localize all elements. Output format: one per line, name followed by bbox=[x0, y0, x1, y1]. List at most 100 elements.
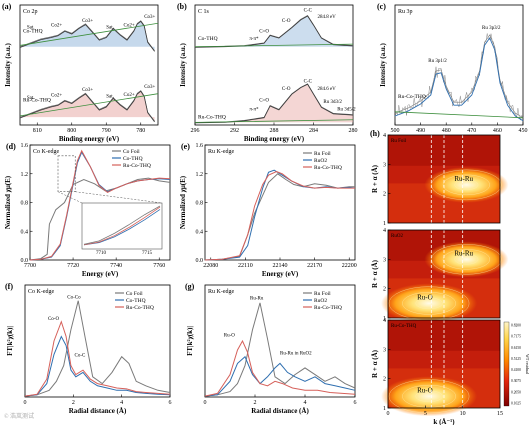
y-tick-label: 1 bbox=[383, 221, 386, 227]
x-axis-label: Radial distance (Å) bbox=[251, 407, 309, 415]
colorbar-label: WT residual bbox=[525, 354, 530, 375]
series-label: Ru-Co-THQ bbox=[198, 114, 226, 120]
series-line bbox=[29, 177, 171, 261]
x-tick-label: 280 bbox=[349, 128, 358, 134]
x-tick-label: 800 bbox=[67, 128, 76, 134]
x-tick-label: 7740 bbox=[110, 263, 122, 269]
legend-label: Co Foil bbox=[123, 149, 140, 155]
annotation: Co3+ bbox=[144, 85, 155, 90]
peak-label: Ru-Ru bbox=[454, 249, 473, 257]
annotation: Co3+ bbox=[82, 88, 93, 93]
y-axis-label: Normalized χμ(E) bbox=[179, 175, 187, 229]
annotation: Co-Co bbox=[67, 295, 81, 300]
y-tick-label: 0.8 bbox=[196, 201, 204, 207]
annotation: Co-O bbox=[48, 317, 60, 322]
legend-label: RuO2 bbox=[314, 158, 327, 164]
y-axis-label: FT|k²χ(k)| bbox=[6, 326, 14, 356]
x-axis-label: Energy (eV) bbox=[262, 270, 299, 278]
y-tick-label: 0.4 bbox=[196, 229, 204, 235]
raw-data bbox=[19, 20, 155, 51]
panel-d: 7700 7720 7740 7760 0.0 0.4 0.8 1.2 1.6 Energy (e… bbox=[4, 142, 171, 278]
annotation: Ru-O bbox=[224, 334, 236, 339]
annotation: C=O bbox=[259, 29, 269, 34]
x-tick-label: 7720 bbox=[67, 263, 79, 269]
x-tick-label: 450 bbox=[519, 128, 528, 134]
series-line bbox=[204, 339, 356, 397]
heatmap-contour bbox=[454, 254, 479, 265]
colorbar-tick: 0.5125 bbox=[511, 357, 521, 361]
series-label: Ru-Co-THQ bbox=[23, 98, 51, 104]
x-tick-label: 292 bbox=[230, 128, 239, 134]
y-tick-label: 1.2 bbox=[196, 172, 204, 178]
legend-label: Ru Foil bbox=[314, 151, 331, 157]
y-tick-label: 3 bbox=[383, 257, 386, 263]
annotation: Ru-Ru in RuO2 bbox=[280, 351, 312, 356]
x-tick-label: 6 bbox=[354, 400, 357, 406]
x-axis-label: Energy (eV) bbox=[82, 270, 119, 278]
panel-title: Ru K-edge bbox=[208, 289, 234, 295]
x-axis-label: k (Å⁻¹) bbox=[433, 418, 455, 425]
series-line bbox=[204, 302, 356, 397]
y-axis-label: Intensity (a.u.) bbox=[179, 42, 187, 86]
x-tick-label: 5 bbox=[424, 411, 427, 417]
panel-title: Co 2p bbox=[23, 9, 38, 15]
inset-tick-label: 7710 bbox=[96, 251, 107, 256]
inset-tick-label: 7715 bbox=[142, 251, 153, 256]
x-tick-label: 10 bbox=[460, 411, 466, 417]
annotation: 284.6 eV bbox=[317, 87, 336, 92]
inset-frame bbox=[81, 202, 163, 250]
y-axis-label: Intensity (a.u.) bbox=[379, 42, 387, 86]
x-tick-label: 4 bbox=[120, 400, 123, 406]
y-axis-label: R + α (Å) bbox=[371, 164, 379, 193]
annotation: Co-C bbox=[75, 354, 87, 359]
annotation: Sat. bbox=[106, 25, 114, 30]
heatmap-contour bbox=[388, 379, 470, 414]
heatmap-contour bbox=[431, 169, 502, 201]
annotation: Co2+ bbox=[124, 93, 135, 98]
y-tick-label: 1 bbox=[383, 406, 386, 412]
series-line bbox=[204, 171, 355, 261]
annotation: Ru 3p1/2 bbox=[428, 59, 447, 64]
y-axis-label: Normalized χμ(E) bbox=[4, 175, 12, 229]
legend-label: Ru-Co-THQ bbox=[123, 163, 151, 169]
peak-fill bbox=[195, 15, 353, 47]
heatmap-peak bbox=[381, 376, 478, 417]
x-tick-label: 2 bbox=[72, 400, 75, 406]
heatmap-title: Ru-Co-THQ bbox=[391, 324, 417, 329]
panel-e: 22080 22110 22140 22170 22200 0.0 0.4 0.8 1.2 1.6… bbox=[179, 142, 357, 278]
colorbar-tick: 0.2050 bbox=[511, 390, 521, 394]
colorbar bbox=[503, 321, 510, 407]
heatmap-contour bbox=[415, 390, 443, 403]
series-line bbox=[24, 300, 171, 397]
x-tick-label: 2 bbox=[254, 400, 257, 406]
x-tick-label: 284 bbox=[309, 128, 318, 134]
plot-frame bbox=[394, 4, 524, 126]
peak-fill bbox=[20, 90, 155, 122]
panel-b: 296 292 288 284 280 Binding energy (eV) Intens… bbox=[177, 2, 358, 143]
annotation: C-O bbox=[282, 87, 291, 92]
x-axis-label: Binding energy (eV) bbox=[59, 135, 120, 143]
heatmap-contour bbox=[442, 174, 490, 196]
series-label: Ru-Co-THQ bbox=[398, 94, 426, 100]
baseline bbox=[19, 93, 159, 117]
panel-h: (h) Ru-Ru Ru Foil 1 2 3 4 R + α (Å) Ru-O Ru-Ru RuO… bbox=[370, 129, 530, 425]
x-tick-label: 460 bbox=[493, 128, 502, 134]
zoom-connector bbox=[75, 191, 163, 204]
annotation: Co3+ bbox=[144, 15, 155, 20]
annotation: Co2+ bbox=[51, 93, 62, 98]
x-tick-label: 0 bbox=[204, 400, 207, 406]
annotation: Co2+ bbox=[124, 23, 135, 28]
plot-frame bbox=[19, 4, 159, 126]
colorbar-tick: 0.8200 bbox=[511, 324, 521, 328]
x-tick-label: 6 bbox=[169, 400, 172, 406]
heatmap-contour bbox=[402, 384, 456, 408]
y-tick-label: 0.0 bbox=[196, 258, 204, 264]
panel-title: Ru K-edge bbox=[208, 149, 234, 155]
series-line bbox=[204, 355, 356, 397]
y-tick-label: 0.8 bbox=[21, 201, 29, 207]
series-line bbox=[24, 335, 171, 397]
fit-envelope bbox=[19, 90, 155, 123]
y-tick-label: 1.6 bbox=[196, 143, 204, 149]
annotation: Ru-Ru bbox=[250, 296, 264, 301]
colorbar-tick: 0.1025 bbox=[511, 402, 521, 406]
